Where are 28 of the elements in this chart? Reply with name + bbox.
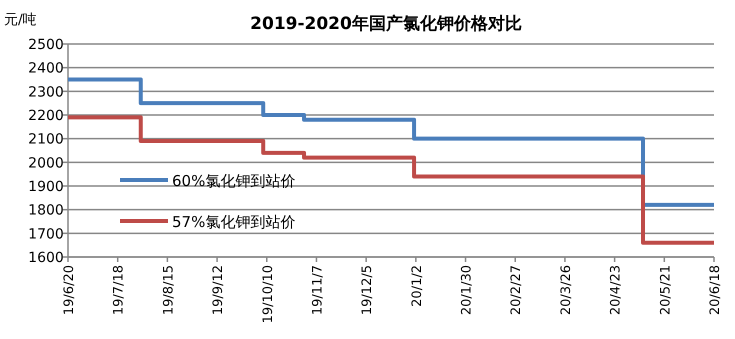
y-tick-label: 2000: [28, 155, 64, 172]
y-tick-label: 2200: [28, 108, 64, 124]
x-tick-label: 20/3/26: [558, 265, 574, 316]
x-tick-label: 20/6/18: [708, 265, 723, 316]
legend-label: 57%氯化钾到站价: [172, 213, 296, 231]
y-tick-label: 2100: [28, 132, 64, 148]
x-tick-label: 19/12/5: [360, 265, 376, 316]
x-tick-label: 19/11/7: [310, 265, 326, 316]
x-tick-label: 19/6/20: [62, 265, 77, 316]
x-tick-label: 20/1/30: [460, 265, 475, 316]
y-tick-label: 2500: [28, 37, 64, 53]
y-axis-title: 元/吨: [4, 12, 37, 28]
y-tick-label: 1800: [28, 202, 64, 219]
x-tick-label: 19/10/10: [260, 265, 276, 324]
x-tick-label: 19/9/12: [211, 265, 226, 316]
x-tick-label: 20/5/21: [658, 265, 674, 316]
y-tick-label: 1600: [28, 250, 64, 266]
x-tick-label: 20/4/23: [608, 265, 624, 316]
y-tick-label: 2300: [28, 84, 64, 100]
y-tick-label: 1700: [28, 226, 64, 242]
y-tick-label: 2400: [28, 60, 64, 77]
x-tick-label: 20/2/27: [509, 265, 524, 316]
x-tick-label: 20/1/2: [410, 265, 425, 307]
y-tick-label: 1900: [28, 179, 64, 195]
x-tick-label: 19/8/15: [161, 265, 176, 316]
chart-title: 2019-2020年国产氯化钾价格对比: [250, 14, 522, 34]
legend-label: 60%氯化钾到站价: [172, 172, 296, 190]
x-tick-label: 19/7/18: [112, 265, 127, 316]
